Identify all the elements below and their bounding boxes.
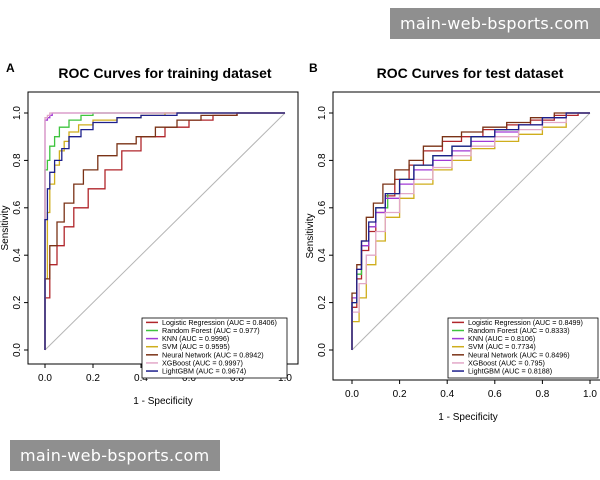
watermark-bottom: main-web-bsports.com xyxy=(10,440,220,471)
x-axis-label: 1 - Specificity xyxy=(438,412,497,423)
y-tick-label: 0.6 xyxy=(317,200,328,214)
legend-entry: LightGBM (AUC = 0.9674) xyxy=(162,367,246,376)
legend-entry: KNN (AUC = 0.8106) xyxy=(468,334,535,343)
legend-entry: Random Forest (AUC = 0.8333) xyxy=(468,326,570,335)
x-tick-label: 1.0 xyxy=(583,389,597,400)
legend-entry: SVM (AUC = 0.7734) xyxy=(468,342,536,351)
panel-label: A xyxy=(6,61,15,75)
legend: Logistic Regression (AUC = 0.8406)Random… xyxy=(141,317,288,379)
legend: Logistic Regression (AUC = 0.8499)Random… xyxy=(447,317,599,379)
x-tick-label: 0.2 xyxy=(86,373,100,384)
y-tick-label: 0.6 xyxy=(12,200,23,214)
y-tick-label: 0.2 xyxy=(317,295,328,309)
roc-curve-neural-network xyxy=(44,112,285,350)
legend-entry: LightGBM (AUC = 0.8188) xyxy=(468,367,552,376)
x-tick-label: 1.0 xyxy=(278,373,292,384)
panel-test: B ROC Curves for test dataset 0.0 0.2 0.4 0.6… xyxy=(305,61,600,423)
legend-box xyxy=(447,317,599,379)
watermark-top: main-web-bsports.com xyxy=(390,8,600,39)
roc-curve-lightgbm xyxy=(44,112,285,350)
y-tick-label: 0.4 xyxy=(12,248,23,262)
legend-entry: XGBoost (AUC = 0.795) xyxy=(468,358,545,367)
panel-training: A ROC Curves for training dataset 0.0 0.2 0.… xyxy=(0,61,299,407)
legend-entry: Logistic Regression (AUC = 0.8406) xyxy=(162,318,277,327)
y-tick-label: 0.2 xyxy=(12,295,23,309)
x-tick-label: 0.0 xyxy=(345,389,359,400)
y-tick-label: 0.8 xyxy=(12,153,23,167)
y-tick-label: 1.0 xyxy=(317,106,328,120)
x-tick-label: 0.6 xyxy=(182,373,196,384)
x-axis-label: 1 - Specificity xyxy=(133,396,192,407)
x-tick-label: 0.8 xyxy=(535,389,549,400)
x-tick-label: 0.2 xyxy=(393,389,407,400)
y-tick-label: 1.0 xyxy=(12,106,23,120)
y-tick-label: 0.8 xyxy=(317,153,328,167)
y-tick-label: 0.4 xyxy=(317,248,328,262)
roc-curve-xgboost xyxy=(351,112,590,350)
roc-curve-lightgbm xyxy=(351,112,590,350)
y-tick-label: 0.0 xyxy=(12,343,23,357)
y-tick-label: 0.0 xyxy=(317,343,328,357)
chart-title: ROC Curves for training dataset xyxy=(58,65,271,81)
roc-curve-xgboost xyxy=(44,112,285,350)
diagonal-reference-line xyxy=(351,112,591,351)
x-tick-label: 0.4 xyxy=(134,373,148,384)
roc-curve-logistic-regression xyxy=(44,112,285,350)
x-tick-label: 0.0 xyxy=(38,373,52,384)
y-axis-label: Sensitivity xyxy=(305,213,316,258)
y-axis-label: Sensitivity xyxy=(0,205,11,250)
plot-frame xyxy=(332,91,600,381)
legend-entry: Random Forest (AUC = 0.977) xyxy=(162,326,260,335)
legend-entry: Neural Network (AUC = 0.8496) xyxy=(468,350,570,359)
legend-entry: SVM (AUC = 0.9595) xyxy=(162,342,230,351)
x-tick-label: 0.6 xyxy=(488,389,502,400)
legend-entry: XGBoost (AUC = 0.9997) xyxy=(162,358,243,367)
x-tick-label: 0.8 xyxy=(230,373,244,384)
legend-entry: Neural Network (AUC = 0.8942) xyxy=(162,350,264,359)
diagonal-reference-line xyxy=(44,112,286,351)
legend-entry: Logistic Regression (AUC = 0.8499) xyxy=(468,318,583,327)
legend-box xyxy=(141,317,288,379)
panel-label: B xyxy=(309,61,318,75)
chart-title: ROC Curves for test dataset xyxy=(377,65,564,81)
legend-entry: KNN (AUC = 0.9996) xyxy=(162,334,229,343)
x-tick-label: 0.4 xyxy=(440,389,454,400)
